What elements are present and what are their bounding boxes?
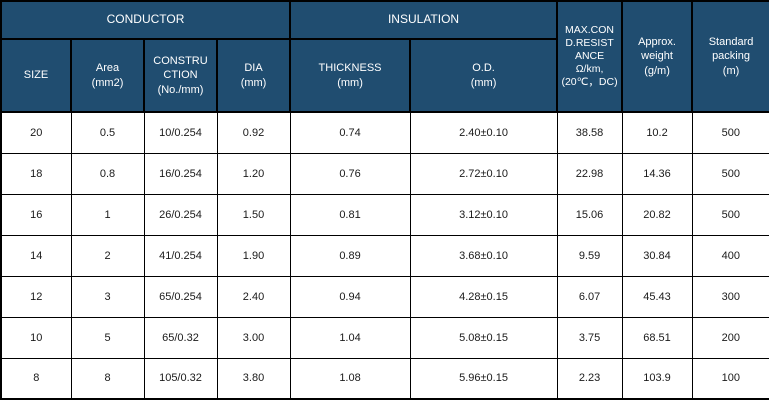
cell-size: 14 [0,234,72,277]
cell-od: 3.12±0.10 [409,193,558,236]
cell-dia: 2.40 [216,275,291,318]
cell-od: 5.96±0.15 [409,357,558,400]
cell-area: 0.5 [70,111,145,154]
sub-header-row: SIZE Area (mm2) CONSTRU CTION (No./mm) D… [0,38,769,113]
header-standard-packing: Standard packing (m) [691,0,769,113]
cell-approx-weight: 45.43 [621,275,693,318]
cell-size: 18 [0,152,72,195]
header-dia: DIA (mm) [215,38,292,113]
cell-area: 0.8 [70,152,145,195]
cell-dia: 1.50 [216,193,291,236]
cell-thickness: 0.94 [289,275,411,318]
cell-od: 2.72±0.10 [409,152,558,195]
cell-od: 2.40±0.10 [409,111,558,154]
cell-size: 20 [0,111,72,154]
cell-size: 10 [0,316,72,359]
header-thickness: THICKNESS (mm) [289,38,412,113]
cell-thickness: 1.08 [289,357,411,400]
cell-approx-weight: 103.9 [621,357,693,400]
cell-approx-weight: 68.51 [621,316,693,359]
table-row: 18 0.8 16/0.254 1.20 0.76 2.72±0.10 22.98 14.36… [0,152,769,195]
cell-max-resistance: 15.06 [556,193,623,236]
cell-size: 16 [0,193,72,236]
cell-construction: 105/0.32 [143,357,218,400]
header-area: Area (mm2) [70,38,145,113]
header-conductor: CONDUCTOR [0,0,292,40]
cell-standard-packing: 500 [691,111,769,154]
cell-area: 8 [70,357,145,400]
cell-construction: 10/0.254 [143,111,218,154]
cell-approx-weight: 20.82 [621,193,693,236]
cell-od: 3.68±0.10 [409,234,558,277]
cell-standard-packing: 500 [691,152,769,195]
cell-thickness: 0.76 [289,152,411,195]
cell-dia: 1.90 [216,234,291,277]
table-body: 20 0.5 10/0.254 0.92 0.74 2.40±0.10 38.58 10.2 5… [0,111,769,400]
table-row: 20 0.5 10/0.254 0.92 0.74 2.40±0.10 38.58 10.2 5… [0,111,769,154]
header-approx-weight: Approx. weight (g/m) [621,0,694,113]
cell-dia: 0.92 [216,111,291,154]
group-header-row: CONDUCTOR INSULATION MAX.CON D.RESIST AN… [0,0,769,113]
cell-thickness: 0.89 [289,234,411,277]
cell-approx-weight: 30.84 [621,234,693,277]
cell-construction: 26/0.254 [143,193,218,236]
cell-construction: 41/0.254 [143,234,218,277]
cell-thickness: 0.74 [289,111,411,154]
cell-od: 4.28±0.15 [409,275,558,318]
table-row: 14 2 41/0.254 1.90 0.89 3.68±0.10 9.59 30.84 400 [0,234,769,277]
cell-area: 1 [70,193,145,236]
cell-size: 12 [0,275,72,318]
cell-standard-packing: 100 [691,357,769,400]
header-od: O.D. (mm) [409,38,559,113]
cell-approx-weight: 10.2 [621,111,693,154]
table-row: 8 8 105/0.32 3.80 1.08 5.96±0.15 2.23 103.9 100 [0,357,769,400]
cell-dia: 1.20 [216,152,291,195]
cell-standard-packing: 200 [691,316,769,359]
cell-thickness: 1.04 [289,316,411,359]
table-row: 10 5 65/0.32 3.00 1.04 5.08±0.15 3.75 68.51 200 [0,316,769,359]
cell-max-resistance: 2.23 [556,357,623,400]
spec-table: CONDUCTOR INSULATION MAX.CON D.RESIST AN… [0,0,769,400]
cell-max-resistance: 3.75 [556,316,623,359]
header-insulation: INSULATION [289,0,559,40]
cell-dia: 3.80 [216,357,291,400]
cell-size: 8 [0,357,72,400]
cell-construction: 65/0.32 [143,316,218,359]
cell-area: 3 [70,275,145,318]
cell-area: 2 [70,234,145,277]
cell-approx-weight: 14.36 [621,152,693,195]
cell-max-resistance: 9.59 [556,234,623,277]
cell-construction: 16/0.254 [143,152,218,195]
cell-construction: 65/0.254 [143,275,218,318]
header-max-resistance: MAX.CON D.RESIST ANCE Ω/km, (20℃，DC) [556,0,624,113]
cell-od: 5.08±0.15 [409,316,558,359]
table-row: 12 3 65/0.254 2.40 0.94 4.28±0.15 6.07 45.43 300 [0,275,769,318]
cell-max-resistance: 6.07 [556,275,623,318]
header-size: SIZE [0,38,72,113]
cell-standard-packing: 500 [691,193,769,236]
cell-max-resistance: 22.98 [556,152,623,195]
cell-standard-packing: 400 [691,234,769,277]
table-header: CONDUCTOR INSULATION MAX.CON D.RESIST AN… [0,0,769,113]
cell-thickness: 0.81 [289,193,411,236]
cell-dia: 3.00 [216,316,291,359]
cell-standard-packing: 300 [691,275,769,318]
cell-area: 5 [70,316,145,359]
cell-max-resistance: 38.58 [556,111,623,154]
table-row: 16 1 26/0.254 1.50 0.81 3.12±0.10 15.06 20.82 50… [0,193,769,236]
header-construction: CONSTRU CTION (No./mm) [143,38,218,113]
